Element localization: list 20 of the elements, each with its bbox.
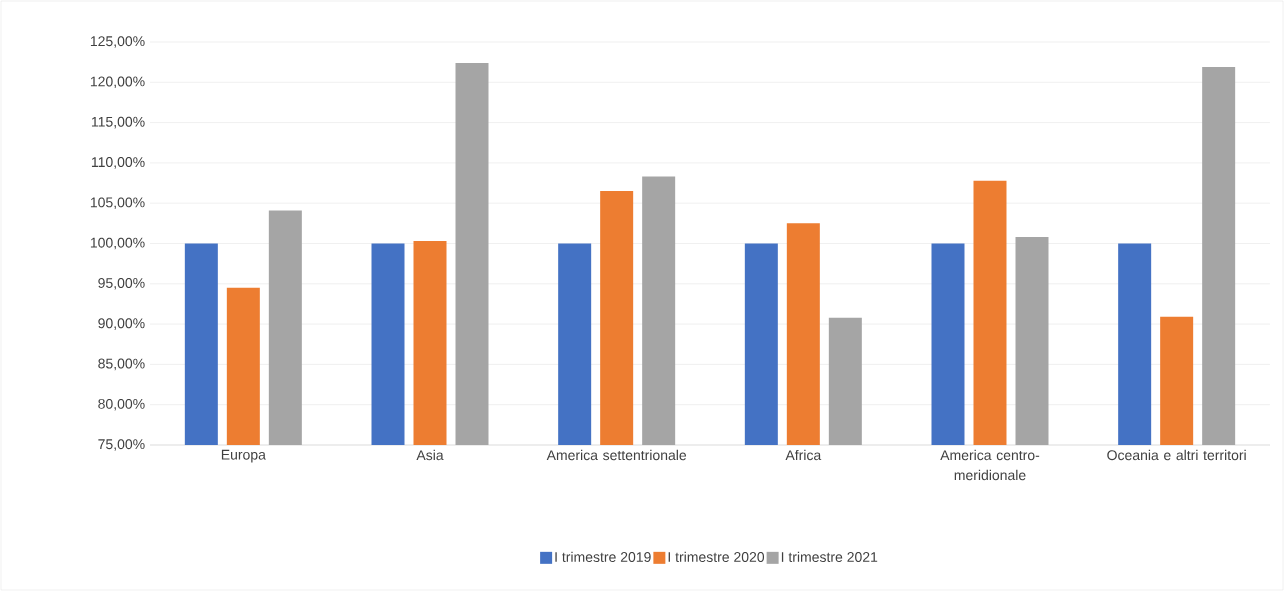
y-tick-label: 90,00% bbox=[98, 318, 145, 330]
y-tick-label: 80,00% bbox=[98, 398, 145, 411]
y-tick-label: 100,00% bbox=[90, 237, 145, 250]
y-tick-label: 110,00% bbox=[91, 157, 145, 169]
y-tick-label: 125,00% bbox=[90, 36, 145, 48]
legend-label: I trimestre 2019 bbox=[555, 551, 651, 562]
x-tick-label: Europa bbox=[221, 449, 266, 463]
x-tick-label: America centro-meridionale bbox=[940, 449, 1040, 481]
legend-label: I trimestre 2020 bbox=[668, 551, 765, 562]
y-tick-label: 120,00% bbox=[90, 76, 145, 89]
y-tick-label: 95,00% bbox=[98, 278, 145, 290]
y-tick-label: 115,00% bbox=[91, 116, 145, 129]
legend-label: I trimestre 2021 bbox=[781, 551, 878, 562]
x-tick-label: Asia bbox=[416, 449, 444, 461]
y-tick-label: 75,00% bbox=[98, 439, 145, 451]
x-tick-label: America settentrionale bbox=[546, 449, 687, 461]
x-tick-label: Africa bbox=[785, 449, 822, 461]
y-tick-label: 105,00% bbox=[90, 197, 145, 209]
y-tick-label: 85,00% bbox=[98, 358, 145, 371]
x-tick-label: Oceania e altri territori bbox=[1107, 449, 1246, 461]
